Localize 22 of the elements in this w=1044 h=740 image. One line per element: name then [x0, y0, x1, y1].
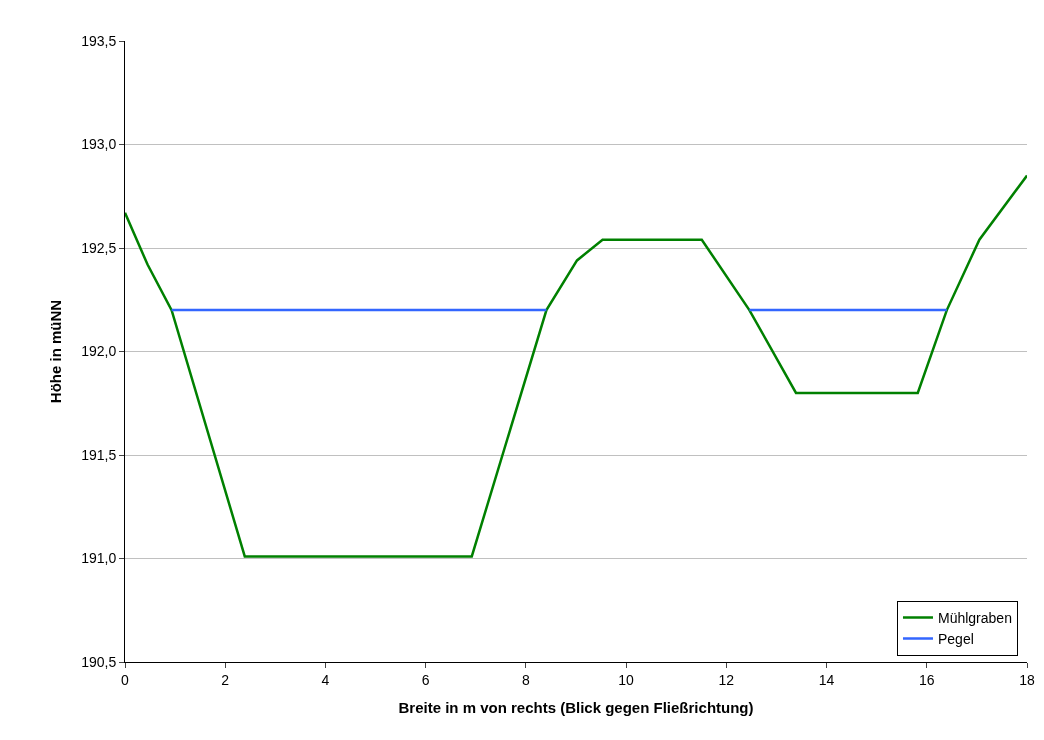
- y-tick-label: 193,5: [81, 32, 117, 49]
- x-tick-label: 2: [221, 671, 230, 688]
- x-tick-label: 4: [321, 671, 330, 688]
- y-tick-label: 192,0: [81, 343, 117, 360]
- legend-label: Pegel: [937, 631, 974, 648]
- y-tick-label: 193,0: [81, 136, 117, 153]
- x-tick-label: 6: [421, 671, 430, 688]
- x-tick-label: 8: [521, 671, 530, 688]
- y-tick-label: 190,5: [81, 653, 117, 670]
- x-tick-label: 14: [818, 671, 835, 688]
- y-tick-label: 192,5: [81, 239, 117, 256]
- line-series: [125, 174, 1027, 558]
- x-tick-label: 0: [121, 671, 130, 688]
- x-tick-label: 16: [918, 671, 935, 688]
- x-axis-title: Breite in m von rechts (Blick gegen Fließrichtung): [398, 698, 754, 716]
- y-tick-label: 191,5: [81, 446, 117, 463]
- legend-label: Mühlgraben: [937, 609, 1012, 626]
- x-tick-label: 18: [1019, 671, 1035, 688]
- x-tick-label: 10: [618, 671, 635, 688]
- y-tick-label: 191,0: [81, 550, 117, 567]
- y-axis-title: Höhe in müNN: [47, 299, 65, 404]
- x-tick-label: 12: [718, 671, 735, 688]
